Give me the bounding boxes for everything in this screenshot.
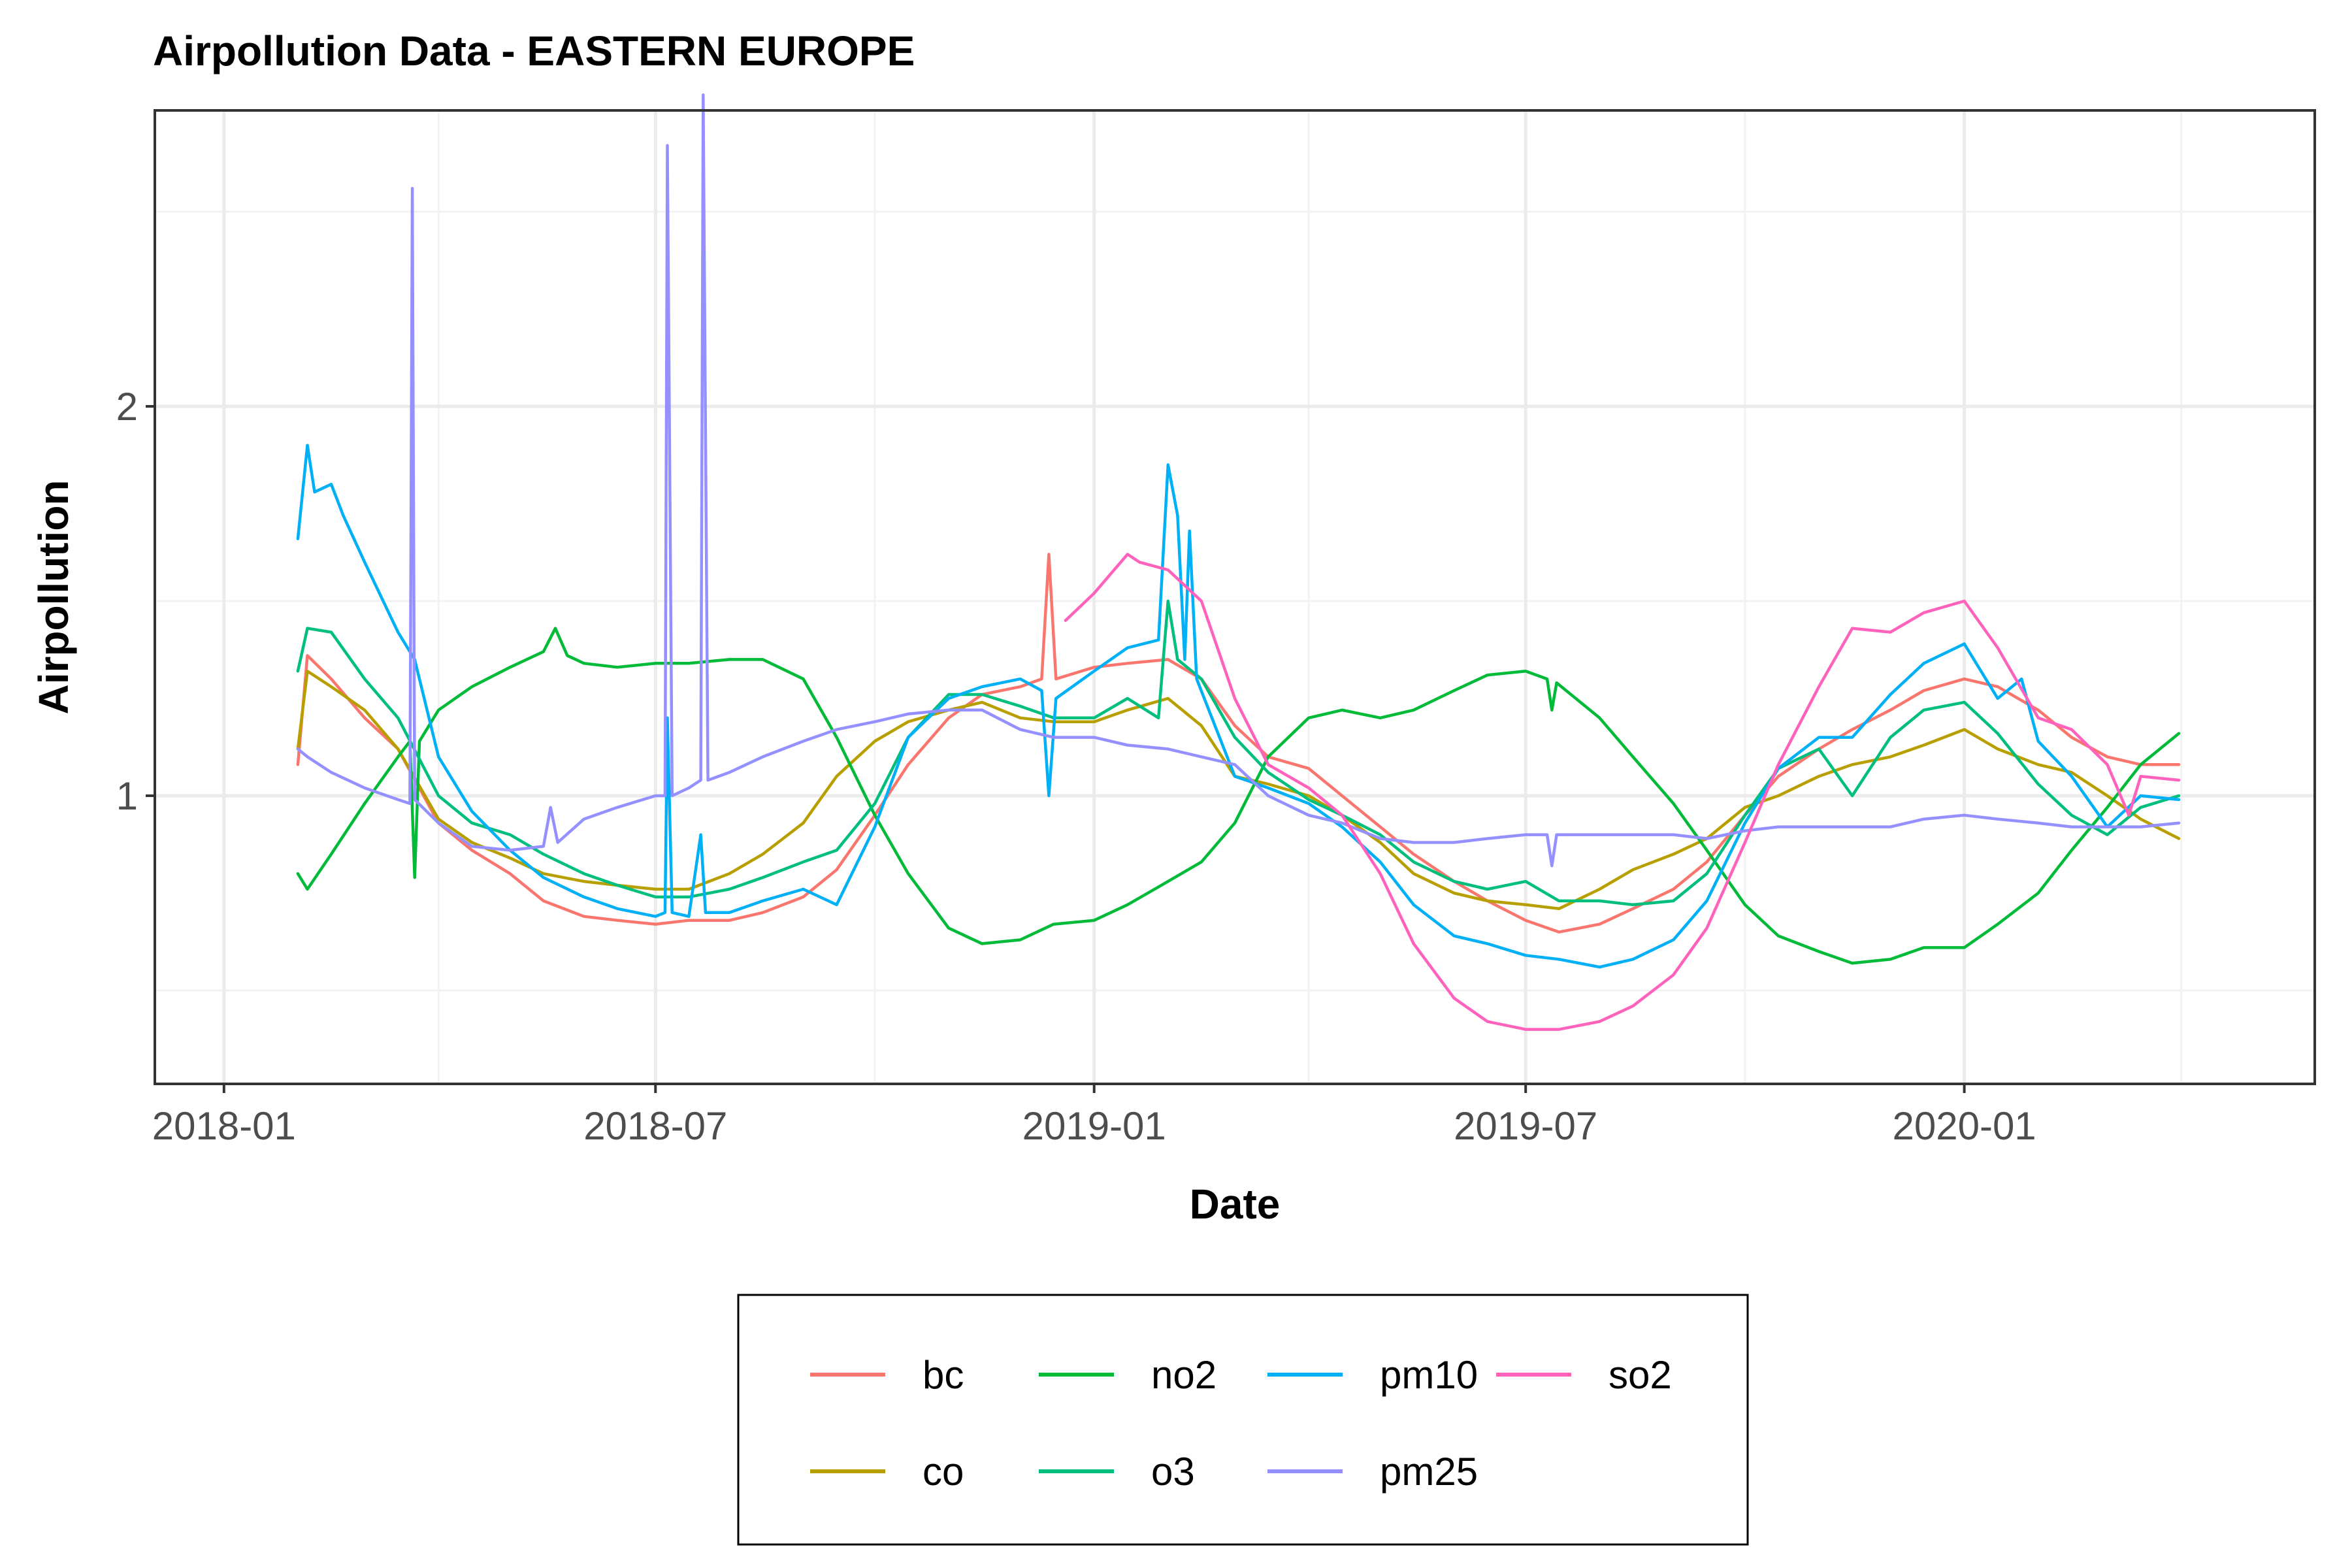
y-axis-title: Airpollution	[30, 480, 77, 714]
x-axis-title: Date	[1190, 1181, 1281, 1228]
y-axis: 12	[116, 385, 155, 818]
legend-label-co: co	[923, 1450, 964, 1494]
panel-border	[154, 109, 2316, 1085]
legend-label-pm25: pm25	[1380, 1450, 1478, 1494]
series-line-pm10	[296, 444, 2181, 969]
x-tick-label: 2019-07	[1454, 1104, 1597, 1148]
series-line-so2	[1064, 553, 2181, 1031]
legend-box	[737, 1294, 1749, 1546]
x-tick-label: 2020-01	[1892, 1104, 2036, 1148]
legend-label-bc: bc	[923, 1353, 964, 1397]
x-tick-label: 2019-01	[1022, 1104, 1166, 1148]
series-line-bc	[296, 553, 2181, 934]
chart-title: Airpollution Data - EASTERN EUROPE	[153, 27, 915, 74]
legend: bc co no2 o3 pm10 pm25 so2	[737, 1294, 1749, 1546]
x-tick-label: 2018-07	[583, 1104, 727, 1148]
series-line-o3	[296, 599, 2181, 907]
x-axis: 2018-01 2018-07 2019-01 2019-07 2020-01	[152, 1084, 2036, 1148]
grid	[155, 110, 2315, 1084]
legend-label-no2: no2	[1151, 1353, 1217, 1397]
legend-label-pm10: pm10	[1380, 1353, 1478, 1397]
y-tick-label: 2	[116, 385, 138, 429]
x-tick-label: 2018-01	[152, 1104, 296, 1148]
legend-label-o3: o3	[1151, 1450, 1195, 1494]
series-lines	[296, 93, 2181, 1031]
series-line-pm25	[296, 93, 2181, 868]
y-tick-label: 1	[116, 774, 138, 818]
series-line-co	[296, 669, 2181, 911]
series-line-no2	[296, 627, 2181, 965]
legend-label-so2: so2	[1609, 1353, 1672, 1397]
